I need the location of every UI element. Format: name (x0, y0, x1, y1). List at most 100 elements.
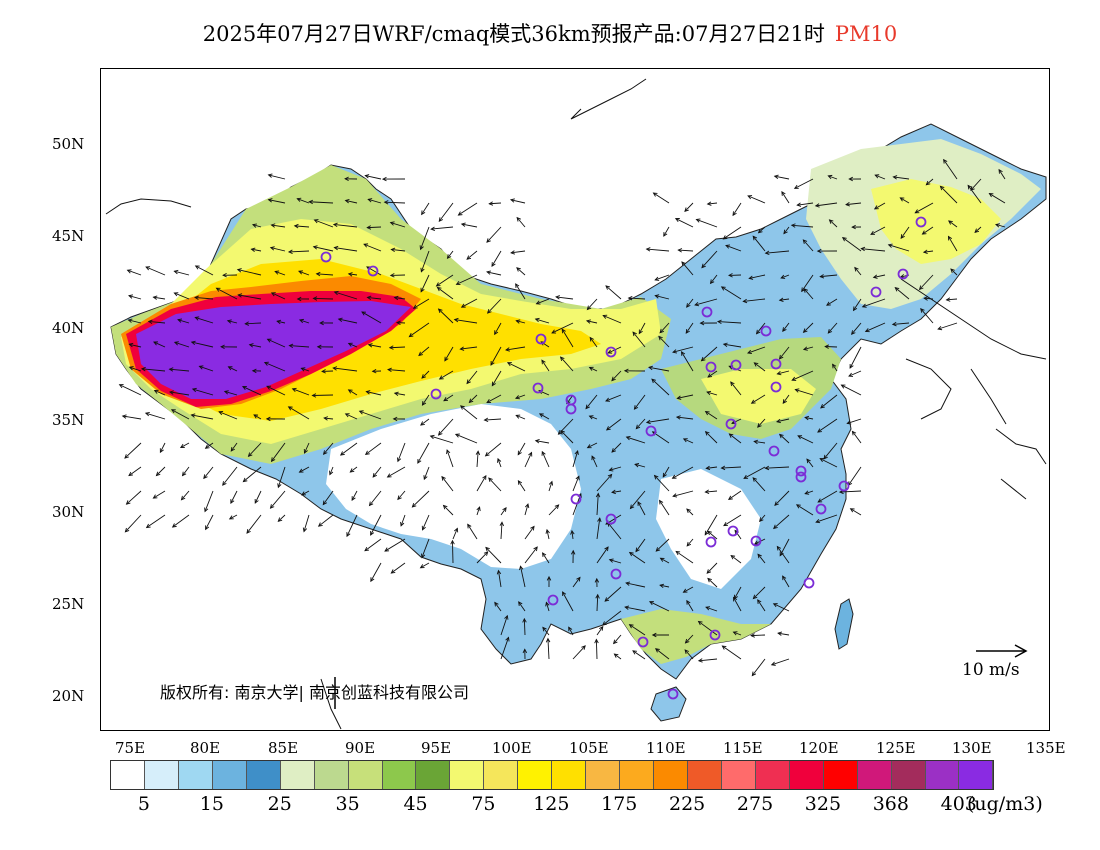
wind-arrow (347, 389, 358, 396)
map-title: 2025年07月27日WRF/cmaq模式36km预报产品:07月27日21时 P… (0, 18, 1100, 48)
legend-swatch (416, 761, 451, 789)
wind-arrow (476, 474, 487, 492)
wind-arrow (672, 490, 694, 498)
wind-arrow (894, 286, 910, 300)
lon-label-125e: 125E (876, 739, 916, 757)
wind-arrow (287, 406, 310, 420)
wind-arrow (998, 168, 1006, 180)
wind-arrow (939, 185, 958, 204)
wind-arrow (873, 202, 886, 210)
wind-arrow (250, 247, 262, 252)
wind-arrow (732, 202, 742, 217)
city-station-marker (770, 381, 782, 393)
city-station-marker (870, 286, 882, 298)
wind-arrow (248, 343, 262, 348)
legend-label: 125 (533, 793, 570, 815)
wind-arrow (222, 466, 238, 486)
wind-arrow (170, 409, 190, 420)
wind-arrow (747, 195, 766, 204)
wind-arrow (173, 292, 190, 300)
wind-arrow (845, 202, 862, 207)
lat-label-25n: 25N (52, 595, 85, 613)
wind-arrow (988, 193, 1006, 204)
wind-arrow (648, 601, 670, 612)
wind-arrow (364, 538, 382, 552)
wind-arrow (288, 343, 310, 349)
wind-arrow (392, 416, 406, 422)
wind-arrow (596, 625, 604, 636)
wind-arrow (624, 605, 646, 612)
wind-arrow (794, 388, 814, 396)
wind-arrow (446, 449, 454, 468)
wind-arrow (395, 320, 406, 325)
wind-arrow (337, 317, 358, 324)
wind-arrow (204, 490, 214, 513)
legend-label: 5 (137, 793, 150, 815)
wind-arrow (147, 319, 166, 324)
wind-arrow (937, 322, 958, 331)
wind-arrow (534, 317, 550, 324)
wind-arrow (486, 394, 502, 403)
legend-swatch (450, 761, 485, 789)
city-station-marker (838, 480, 850, 492)
wind-arrow (491, 370, 502, 387)
wind-arrow (612, 634, 622, 645)
wind-arrow (215, 287, 238, 300)
wind-arrow (870, 226, 886, 235)
wind-arrow (236, 268, 262, 276)
wind-arrow (704, 489, 718, 494)
lat-label-30n: 30N (52, 503, 85, 521)
wind-arrow (851, 224, 862, 230)
city-station-marker (795, 465, 807, 477)
wind-arrow (358, 410, 382, 420)
city-station-marker (897, 268, 909, 280)
wind-arrow (860, 246, 886, 252)
wind-arrow (267, 173, 286, 180)
wind-arrow (595, 492, 601, 516)
wind-arrow (832, 363, 838, 372)
wind-arrow (826, 298, 838, 306)
wind-arrow (776, 418, 790, 424)
wind-arrow (344, 413, 358, 420)
wind-arrow (914, 202, 934, 214)
city-station-marker (367, 265, 379, 277)
wind-arrow (605, 418, 622, 431)
wind-arrow (333, 290, 358, 300)
wind-arrow (605, 394, 622, 402)
wind-arrow (153, 341, 166, 348)
wind-arrow (460, 405, 478, 420)
unit-label: (ug/m3) (967, 793, 1043, 815)
wind-arrow (121, 414, 142, 420)
wind-arrow (720, 465, 742, 471)
wind-arrow (628, 624, 646, 636)
wind-arrow (773, 174, 790, 180)
wind-arrow (419, 562, 430, 569)
city-station-marker (730, 359, 742, 371)
wind-arrow (743, 466, 766, 479)
wind-arrow (589, 336, 598, 348)
legend-swatch (246, 761, 281, 789)
wind-arrow (311, 393, 334, 398)
city-station-marker (803, 577, 815, 589)
wind-arrow (596, 546, 609, 564)
wind-arrow (421, 538, 430, 559)
wind-arrow (920, 308, 934, 324)
wind-arrow (827, 322, 838, 334)
wind-arrow (851, 322, 862, 335)
wind-arrow (648, 365, 670, 372)
wind-arrow (515, 414, 526, 420)
wind-arrow (313, 219, 334, 228)
wind-arrow (420, 418, 430, 426)
wind-arrow (555, 295, 574, 300)
wind-arrow (491, 250, 502, 267)
city-station-marker (430, 388, 442, 400)
city-station-marker (709, 629, 721, 641)
city-station-marker (565, 394, 577, 406)
wind-arrow (173, 269, 190, 276)
wind-arrow (570, 549, 576, 564)
wind-arrow (277, 514, 286, 522)
wind-arrow (267, 198, 286, 204)
wind-arrow (854, 266, 862, 276)
wind-arrow (485, 546, 502, 564)
wind-arrow (515, 319, 526, 324)
